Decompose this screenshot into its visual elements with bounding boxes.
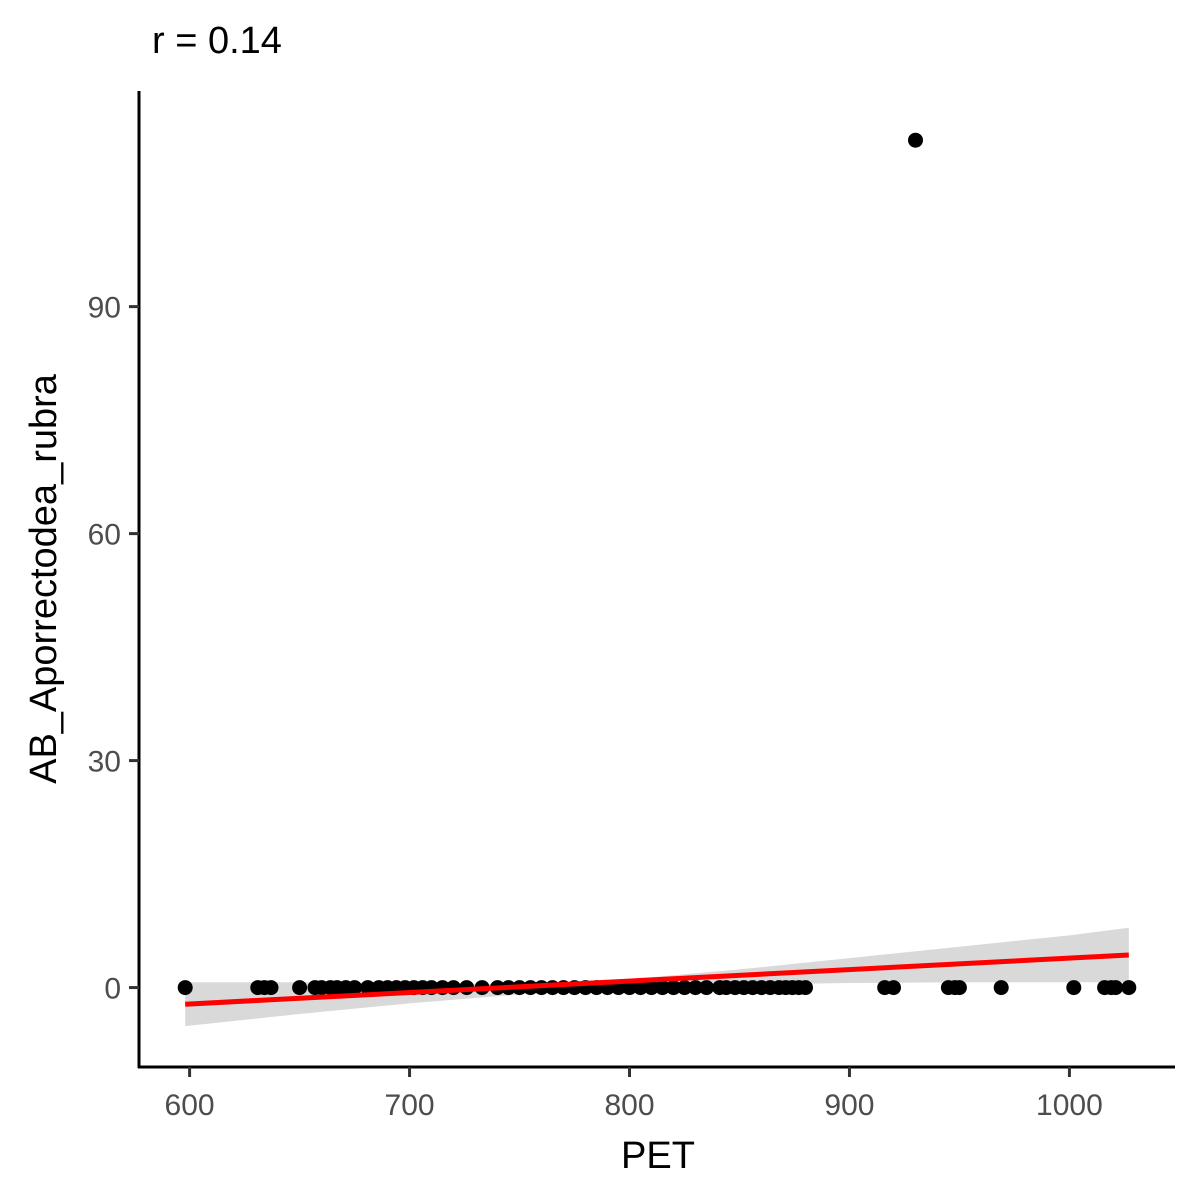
data-point	[622, 980, 637, 996]
data-point	[177, 980, 193, 996]
confidence-band	[185, 927, 1129, 1027]
data-point	[677, 980, 692, 996]
data-point	[993, 980, 1009, 996]
data-point	[655, 980, 670, 996]
data-point	[1121, 980, 1137, 996]
x-tick-label: 900	[824, 1089, 874, 1122]
chart-title: r = 0.14	[152, 20, 282, 62]
y-tick-label: 0	[104, 973, 121, 1006]
fit-line-layer	[185, 952, 1129, 1007]
data-point	[633, 980, 648, 996]
confidence-band-layer	[185, 927, 1129, 1027]
data-point	[263, 980, 279, 996]
y-axis-label: AB_Aporrectodea_rubra	[23, 373, 65, 784]
data-point	[908, 132, 923, 148]
axes-layer: 600 700 800 900 1000 0 30 60 90	[88, 91, 1175, 1122]
x-tick-label: 700	[385, 1089, 435, 1122]
data-point	[688, 980, 703, 996]
y-tick-label: 60	[88, 519, 121, 552]
data-point	[951, 980, 967, 996]
y-tick-label: 30	[88, 746, 121, 779]
data-point	[699, 980, 714, 996]
data-point	[347, 980, 363, 996]
x-tick-label: 800	[604, 1089, 654, 1122]
data-point	[292, 980, 308, 996]
x-tick-label: 600	[165, 1089, 215, 1122]
data-point	[798, 980, 813, 996]
y-tick-label: 90	[88, 292, 121, 325]
data-point	[644, 980, 659, 996]
points-layer	[177, 132, 1137, 996]
regression-line	[185, 952, 1129, 1007]
x-tick-label: 1000	[1036, 1089, 1103, 1122]
data-point	[1066, 980, 1082, 996]
x-axis-label: PET	[621, 1135, 695, 1177]
data-point	[360, 980, 376, 996]
data-point	[1108, 980, 1124, 996]
data-point	[886, 980, 901, 996]
data-point	[666, 980, 681, 996]
